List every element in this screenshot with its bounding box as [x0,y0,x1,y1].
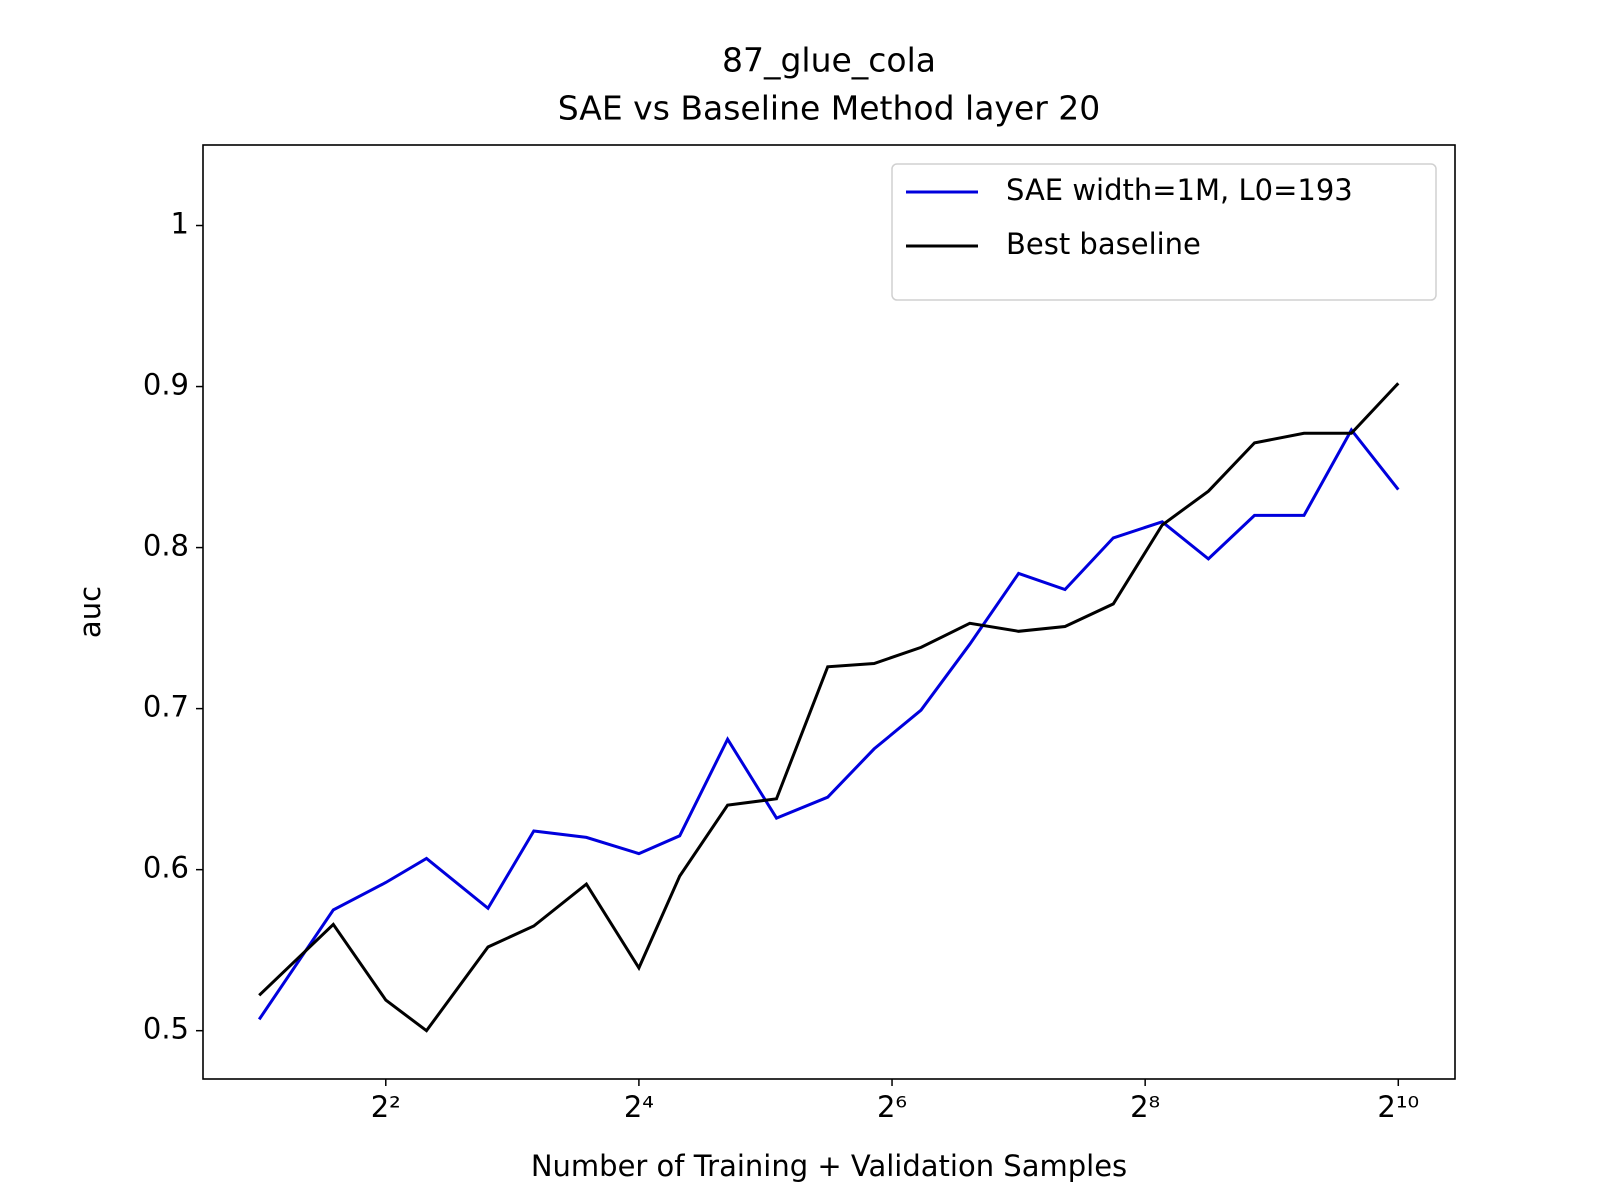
legend-label: SAE width=1M, L0=193 [1006,173,1353,207]
plot-frame [202,144,1456,1080]
legend-label: Best baseline [1006,227,1201,261]
y-tick-label: 1 [171,207,189,241]
x-tick-label: 2² [371,1090,401,1124]
y-tick-label: 0.8 [143,529,189,563]
y-tick-label: 0.9 [143,368,189,402]
chart-subtitle: SAE vs Baseline Method layer 20 [558,89,1101,128]
y-tick-label: 0.6 [143,851,189,885]
legend-box [891,163,1437,301]
series-line [258,382,1400,1033]
x-tick-label: 2⁸ [1130,1090,1160,1124]
x-tick-label: 2⁶ [877,1090,907,1124]
x-axis-label: Number of Training + Validation Samples [531,1149,1127,1183]
y-tick-label: 0.5 [143,1012,189,1046]
chart-title: 87_glue_cola [722,41,936,80]
x-tick-label: 2⁴ [624,1090,654,1124]
x-tick-label: 2¹⁰ [1377,1090,1419,1124]
series-line [257,427,1400,1021]
y-tick-label: 0.7 [143,690,189,724]
y-axis-label: auc [73,586,107,638]
